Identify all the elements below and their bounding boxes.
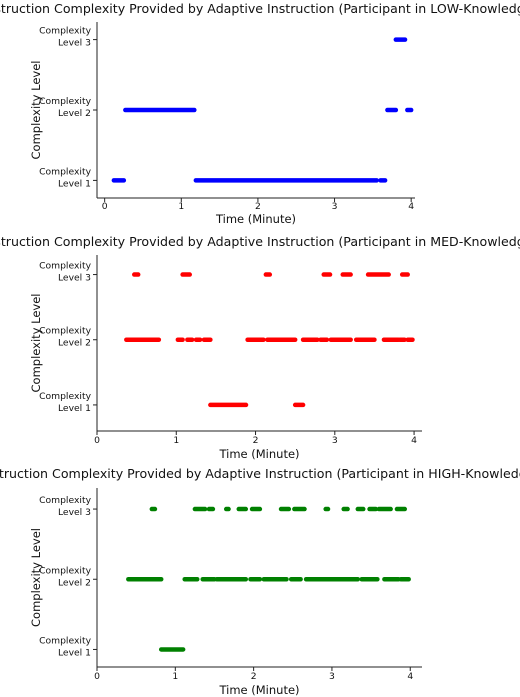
chart-high-knowledge: Instruction Complexity Provided by Adapt… — [0, 465, 520, 697]
chart-low-knowledge: Instruction Complexity Provided by Adapt… — [0, 0, 520, 228]
chart-svg: Instruction Complexity Provided by Adapt… — [0, 234, 520, 461]
y-axis-label: Complexity Level — [29, 528, 43, 627]
y-tick-label-line1: Complexity — [39, 26, 91, 37]
x-tick-label: 4 — [407, 671, 413, 682]
y-tick-label-line1: Complexity — [39, 326, 91, 337]
x-tick-label: 1 — [173, 435, 179, 446]
y-tick-label-line1: Complexity — [39, 96, 91, 107]
x-tick-label: 2 — [253, 435, 259, 446]
x-tick-label: 1 — [178, 201, 184, 212]
y-tick-label-line2: Level 2 — [58, 338, 91, 349]
x-tick-label: 0 — [102, 201, 108, 212]
y-tick-label-line2: Level 3 — [58, 507, 91, 518]
chart-title: Instruction Complexity Provided by Adapt… — [0, 234, 520, 249]
x-axis-label: Time (Minute) — [218, 683, 299, 697]
chart-svg: Instruction Complexity Provided by Adapt… — [0, 1, 520, 226]
y-axis-label: Complexity Level — [29, 294, 43, 393]
x-tick-label: 0 — [94, 435, 100, 446]
chart-title: Instruction Complexity Provided by Adapt… — [0, 466, 520, 481]
chart-med-knowledge: Instruction Complexity Provided by Adapt… — [0, 233, 520, 465]
y-tick-label-line2: Level 2 — [58, 577, 91, 588]
y-tick-label-line2: Level 2 — [58, 108, 91, 119]
y-tick-label-line1: Complexity — [39, 565, 91, 576]
y-tick-label-line2: Level 1 — [58, 178, 91, 189]
x-tick-label: 2 — [255, 201, 261, 212]
chart-svg: Instruction Complexity Provided by Adapt… — [0, 466, 520, 697]
chart-title: Instruction Complexity Provided by Adapt… — [0, 1, 520, 16]
y-tick-label-line2: Level 3 — [58, 273, 91, 284]
y-tick-label-line1: Complexity — [39, 635, 91, 646]
y-tick-label-line1: Complexity — [39, 391, 91, 402]
x-tick-label: 0 — [94, 671, 100, 682]
x-tick-label: 3 — [329, 671, 335, 682]
x-tick-label: 4 — [411, 435, 417, 446]
x-tick-label: 4 — [408, 201, 414, 212]
y-tick-label-line2: Level 1 — [58, 403, 91, 414]
y-tick-label-line1: Complexity — [39, 166, 91, 177]
x-tick-label: 3 — [332, 435, 338, 446]
x-tick-label: 3 — [332, 201, 338, 212]
x-tick-label: 1 — [172, 671, 178, 682]
y-tick-label-line2: Level 1 — [58, 647, 91, 658]
x-axis-label: Time (Minute) — [218, 447, 299, 461]
y-tick-label-line1: Complexity — [39, 495, 91, 506]
x-axis-label: Time (Minute) — [215, 212, 296, 226]
y-tick-label-line2: Level 3 — [58, 38, 91, 49]
x-tick-label: 2 — [251, 671, 257, 682]
y-tick-label-line1: Complexity — [39, 261, 91, 272]
y-axis-label: Complexity Level — [29, 61, 43, 160]
